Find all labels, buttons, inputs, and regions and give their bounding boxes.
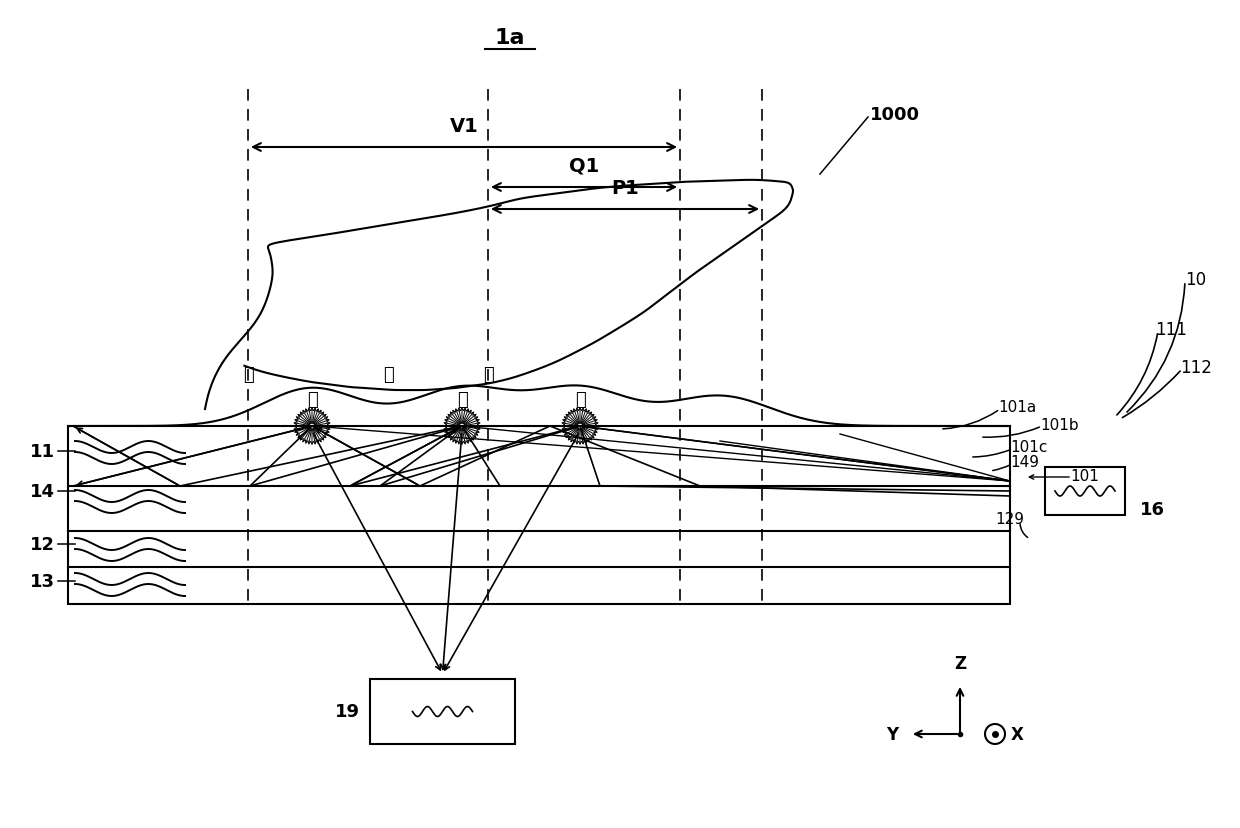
Text: 谷: 谷 — [243, 365, 253, 383]
Text: 149: 149 — [1011, 455, 1039, 470]
Bar — [1045, 468, 1125, 515]
Text: 101: 101 — [1070, 469, 1099, 484]
Text: 111: 111 — [1154, 320, 1187, 339]
Text: 101a: 101a — [998, 400, 1037, 415]
Text: 129: 129 — [996, 512, 1024, 527]
Text: 11: 11 — [30, 442, 55, 460]
Text: 脊: 脊 — [306, 391, 317, 408]
Bar — [68, 426, 1011, 604]
Text: 112: 112 — [1180, 359, 1211, 377]
Text: X: X — [1011, 725, 1024, 743]
Text: 101c: 101c — [1011, 440, 1048, 455]
Text: 12: 12 — [30, 536, 55, 553]
Text: 脊: 脊 — [456, 391, 467, 408]
Text: 1a: 1a — [495, 28, 526, 48]
Text: V1: V1 — [450, 117, 479, 136]
Text: 谷: 谷 — [482, 365, 494, 383]
Text: Y: Y — [885, 725, 898, 743]
Text: Z: Z — [954, 654, 966, 672]
Text: 1000: 1000 — [870, 106, 920, 124]
Text: 101b: 101b — [1040, 417, 1079, 432]
Text: 谷: 谷 — [383, 365, 393, 383]
Text: P1: P1 — [611, 179, 639, 198]
Text: Q1: Q1 — [569, 156, 599, 176]
Text: 16: 16 — [1140, 500, 1166, 518]
Text: 10: 10 — [1185, 271, 1207, 289]
Bar — [370, 679, 515, 744]
Text: 13: 13 — [30, 572, 55, 590]
Text: 19: 19 — [335, 703, 360, 720]
Text: 脊: 脊 — [574, 391, 585, 408]
Text: 14: 14 — [30, 483, 55, 500]
